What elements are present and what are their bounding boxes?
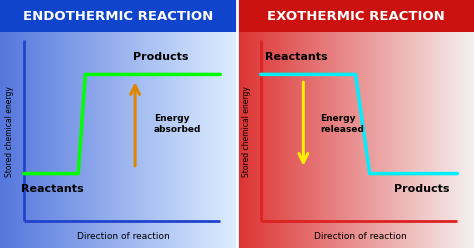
Text: Direction of reaction: Direction of reaction (77, 232, 170, 241)
Text: Reactants: Reactants (21, 184, 83, 193)
Text: Stored chemical energy: Stored chemical energy (242, 86, 251, 177)
Text: EXOTHERMIC REACTION: EXOTHERMIC REACTION (266, 10, 444, 23)
Text: ENDOTHERMIC REACTION: ENDOTHERMIC REACTION (23, 10, 214, 23)
Text: Energy
absorbed: Energy absorbed (154, 114, 201, 134)
FancyBboxPatch shape (0, 0, 237, 32)
Text: Direction of reaction: Direction of reaction (314, 232, 407, 241)
Text: Energy
released: Energy released (320, 114, 364, 134)
Text: Stored chemical energy: Stored chemical energy (5, 86, 14, 177)
FancyBboxPatch shape (237, 0, 474, 32)
Text: Products: Products (394, 184, 450, 193)
Text: Products: Products (133, 52, 189, 62)
Text: Reactants: Reactants (265, 52, 328, 62)
